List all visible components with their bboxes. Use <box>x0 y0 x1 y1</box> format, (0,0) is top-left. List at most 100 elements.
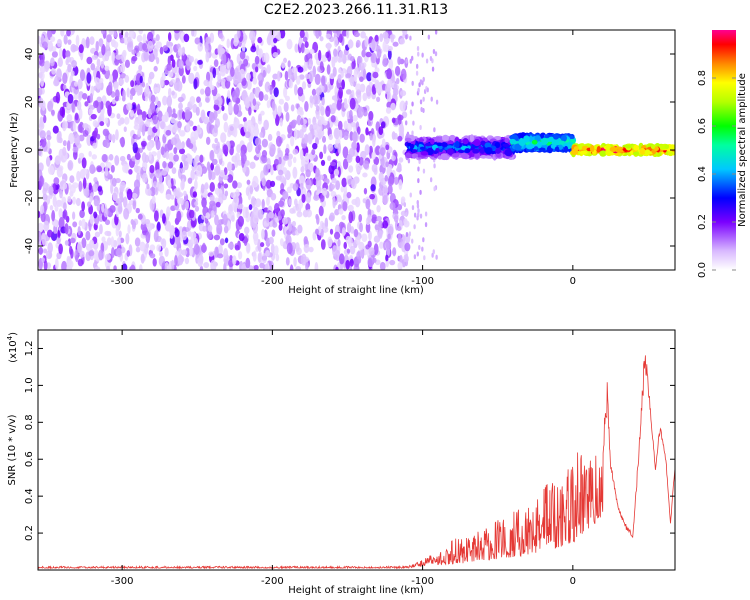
spectrogram-cell <box>258 113 262 122</box>
spectrogram-cell <box>45 250 53 260</box>
spectrogram-cell <box>70 237 76 244</box>
spectrogram-cell <box>189 95 196 105</box>
spectrogram-cell <box>219 169 225 178</box>
spectrogram-cell <box>86 56 93 65</box>
spectrogram-cell <box>320 105 325 116</box>
spectrogram-cell <box>346 153 353 163</box>
spectrogram-cell <box>252 77 258 85</box>
spectrogram-cell <box>221 53 227 65</box>
spectrogram-cell <box>205 50 210 63</box>
spectrogram-cell <box>119 237 125 244</box>
spectrogram-cell <box>77 258 84 267</box>
spectrogram-cell <box>537 141 542 149</box>
spectrogram-cell <box>341 177 347 188</box>
spectrogram-cell <box>185 247 190 258</box>
spectrogram-cell <box>305 73 311 80</box>
spectrogram-cell <box>148 52 155 63</box>
spectrogram-cell <box>210 259 217 270</box>
spectrogram-cell <box>189 246 194 257</box>
spectrogram-cell <box>278 98 285 105</box>
spectrogram-cell <box>304 101 309 112</box>
spectrogram-cell <box>321 96 325 106</box>
spectrogram-cell <box>53 78 60 87</box>
spectrogram-cell <box>397 56 402 65</box>
spectrogram-cell <box>664 144 670 150</box>
spectrogram-cell <box>90 63 96 71</box>
spectrogram-cell <box>219 63 226 73</box>
spectrogram-cell <box>368 110 374 121</box>
spectrogram-cell <box>155 34 160 42</box>
spectrogram-cell <box>146 183 150 190</box>
spectrogram-cell <box>209 149 215 162</box>
spectrogram-cell <box>222 213 228 226</box>
spectrogram-cell <box>142 172 148 183</box>
spectrogram-cell <box>205 36 212 44</box>
spectrogram-cell <box>371 163 378 173</box>
spectrogram-cell <box>161 238 167 249</box>
spectrogram-cell <box>161 262 166 270</box>
spectrogram-cell <box>419 99 423 105</box>
spectrogram-y-tick-label: -20 <box>24 190 35 206</box>
spectrogram-cell <box>271 100 276 111</box>
spectrogram-cell <box>451 153 460 158</box>
spectrogram-cell <box>213 59 219 67</box>
spectrogram-cell <box>356 126 361 135</box>
spectrogram-cell <box>352 114 358 122</box>
spectrogram-cell <box>284 70 289 81</box>
snr-x-tick-label: -100 <box>411 576 434 587</box>
spectrogram-cell <box>280 209 285 217</box>
spectrogram-cell <box>416 215 419 221</box>
spectrogram-cell <box>71 59 77 68</box>
spectrogram-cell <box>155 139 161 151</box>
spectrogram-cell <box>292 183 299 192</box>
spectrogram-cell <box>99 224 103 235</box>
spectrogram-cell <box>167 32 172 42</box>
spectrogram-cell <box>531 139 538 145</box>
spectrogram-cell <box>126 188 133 201</box>
spectrogram-cell <box>72 211 76 220</box>
spectrogram-cell <box>105 100 111 110</box>
spectrogram-cell <box>362 160 370 170</box>
spectrogram-cell <box>405 152 412 159</box>
spectrogram-cell <box>167 161 174 169</box>
spectrogram-cell <box>122 163 128 173</box>
spectrogram-cell <box>337 196 343 203</box>
spectrogram-cell <box>341 79 345 90</box>
spectrogram-cell <box>307 117 312 125</box>
spectrogram-cell <box>237 159 243 166</box>
spectrogram-cell <box>391 155 396 161</box>
spectrogram-cell <box>379 261 386 270</box>
spectrogram-cell <box>73 93 79 100</box>
spectrogram-cell <box>278 223 283 231</box>
spectrogram-cell <box>237 71 242 84</box>
spectrogram-cell <box>92 142 98 149</box>
spectrogram-cell <box>381 138 386 148</box>
spectrogram-cell <box>433 127 436 133</box>
spectrogram-cell <box>303 236 308 245</box>
spectrogram-cell <box>374 224 380 231</box>
spectrogram-cell <box>388 58 394 70</box>
spectrogram-cell <box>609 146 618 152</box>
spectrogram-cell <box>222 174 229 181</box>
spectrogram-cell <box>93 100 99 109</box>
spectrogram-cell <box>109 205 116 213</box>
spectrogram-cell <box>273 87 279 98</box>
spectrogram-cell <box>116 247 123 258</box>
spectrogram-cell <box>397 135 403 142</box>
spectrogram-cell <box>390 34 395 43</box>
spectrogram-cell <box>168 225 176 235</box>
spectrogram-cell <box>376 205 381 213</box>
spectrogram-cell <box>355 39 361 48</box>
spectrogram-cell <box>309 124 314 133</box>
spectrogram-cell <box>213 123 218 134</box>
spectrogram-cell <box>246 119 253 128</box>
spectrogram-cell <box>342 201 348 212</box>
spectrogram-cell <box>385 240 392 249</box>
spectrogram-cell <box>279 238 284 247</box>
spectrogram-cell <box>404 120 408 126</box>
spectrogram-cell <box>148 71 155 80</box>
spectrogram-cell <box>126 153 131 161</box>
spectrogram-cell <box>50 36 56 43</box>
spectrogram-cell <box>269 144 276 156</box>
